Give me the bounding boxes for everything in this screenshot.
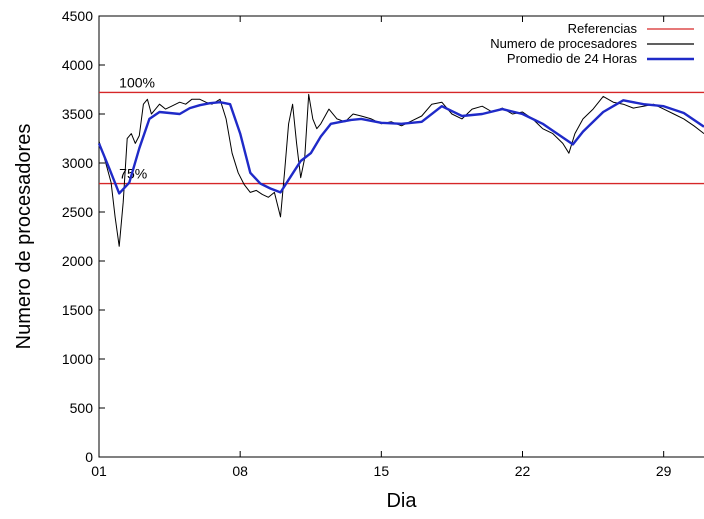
y-tick-label: 2000 xyxy=(62,253,93,269)
plot-frame xyxy=(98,15,704,458)
y-tick-label: 3500 xyxy=(62,106,93,122)
y-tick-label: 1500 xyxy=(62,302,93,318)
reference-label: 100% xyxy=(119,74,155,90)
y-axis: 0 500 1000 1500 2000 2500 3000 3500 4000 4500 xyxy=(62,8,105,465)
x-tick-label: 22 xyxy=(515,463,531,479)
x-tick-label: 08 xyxy=(232,463,248,479)
y-tick-label: 500 xyxy=(70,400,94,416)
x-axis: 01 08 15 22 29 xyxy=(91,16,672,479)
y-tick-label: 1000 xyxy=(62,351,93,367)
y-tick-label: 4000 xyxy=(62,57,93,73)
x-axis-title: Dia xyxy=(386,490,417,512)
y-axis-title: Numero de procesadores xyxy=(13,124,35,350)
legend-label: Referencias xyxy=(568,21,638,36)
y-tick-label: 0 xyxy=(85,449,93,465)
x-tick-label: 29 xyxy=(656,463,672,479)
series-line-processors xyxy=(98,93,704,247)
series-line-24h-average xyxy=(97,99,704,195)
y-tick-label: 3000 xyxy=(62,155,93,171)
x-tick-label: 01 xyxy=(91,463,107,479)
series-group xyxy=(97,93,704,247)
x-tick-label: 15 xyxy=(374,463,390,479)
y-tick-label: 4500 xyxy=(62,8,93,24)
legend-label: Promedio de 24 Horas xyxy=(507,51,638,66)
legend-label: Numero de procesadores xyxy=(490,36,637,51)
reference-label: 75% xyxy=(119,166,147,182)
reference-lines: 100% 75% xyxy=(99,74,704,185)
y-tick-label: 2500 xyxy=(62,204,93,220)
